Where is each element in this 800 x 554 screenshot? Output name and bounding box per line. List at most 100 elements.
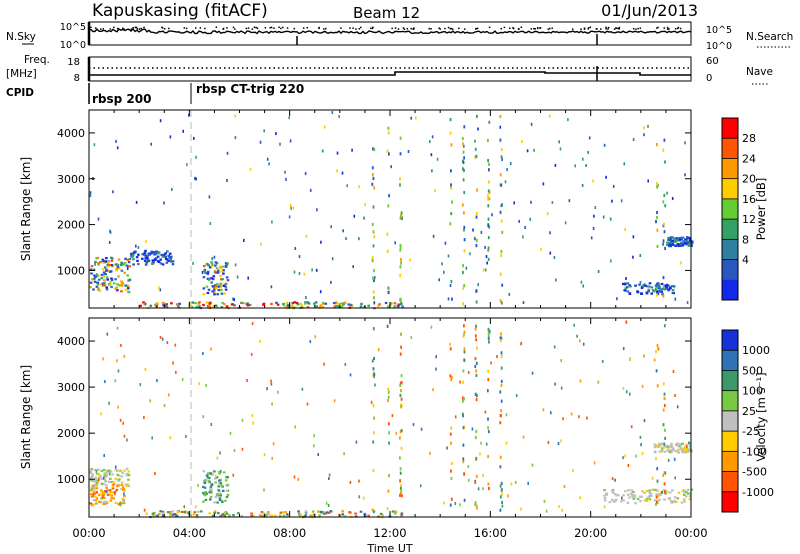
- power-bin: [115, 139, 117, 143]
- power-bin: [96, 274, 100, 277]
- power-bin: [303, 272, 306, 276]
- power-bin: [683, 242, 687, 245]
- velocity-bin: [349, 480, 352, 484]
- power-bin: [103, 275, 106, 278]
- nsearch-dot: [571, 28, 574, 30]
- velocity-bin: [631, 494, 634, 497]
- power-bin: [167, 254, 170, 257]
- nsearch-dot: [632, 27, 635, 30]
- velocity-bin: [474, 327, 477, 331]
- velocity-bin: [125, 484, 129, 487]
- power-bin: [399, 136, 402, 140]
- power-bin: [306, 301, 310, 304]
- velocity-bin: [496, 355, 498, 358]
- velocity-bin: [487, 455, 489, 459]
- velocity-bin: [218, 493, 221, 496]
- velocity-bin: [462, 457, 465, 461]
- velocity-bin: [387, 390, 390, 394]
- power-bin: [201, 270, 204, 274]
- power-bin: [345, 237, 347, 241]
- power-bin: [225, 305, 229, 308]
- power-bin: [189, 301, 192, 304]
- power-bin: [218, 265, 222, 268]
- power-bin: [518, 219, 520, 223]
- velocity-bin: [216, 456, 219, 460]
- power-bin: [499, 173, 502, 177]
- nsearch-dot: [280, 27, 282, 30]
- power-bin: [137, 262, 140, 266]
- power-bin: [332, 302, 336, 305]
- velocity-bin: [218, 472, 221, 475]
- power-bin: [105, 257, 108, 260]
- velocity-bin: [399, 456, 401, 460]
- velocity-bin: [487, 331, 490, 336]
- power-bin: [664, 246, 666, 251]
- velocity-bin: [123, 495, 126, 498]
- velocity-bin: [484, 410, 487, 414]
- power-bin: [636, 291, 640, 294]
- power-bin: [270, 302, 273, 305]
- power-bin: [222, 284, 226, 287]
- power-bin: [161, 255, 165, 258]
- power-bin: [522, 301, 525, 304]
- velocity-bin: [114, 465, 117, 469]
- power-bin: [171, 260, 175, 263]
- power-bin: [407, 150, 410, 153]
- nsearch-dot: [639, 27, 642, 29]
- velocity-bin: [278, 514, 282, 517]
- velocity-bin: [202, 470, 206, 473]
- velocity-bin: [683, 445, 687, 448]
- power-colorbar-tick: 16: [742, 193, 756, 206]
- velocity-bin: [499, 508, 502, 512]
- velocity-bin: [210, 473, 213, 476]
- velocity-bin: [343, 452, 345, 456]
- velocity-bin: [113, 491, 117, 494]
- velocity-bin: [251, 322, 254, 326]
- velocity-bin: [487, 426, 489, 430]
- power-bin: [626, 290, 630, 293]
- velocity-bin: [661, 490, 663, 494]
- velocity-bin: [362, 496, 365, 500]
- velocity-bin: [153, 511, 156, 515]
- power-bin: [111, 265, 115, 268]
- nsearch-dot: [605, 27, 607, 30]
- velocity-bin: [341, 513, 344, 516]
- power-bin: [145, 239, 147, 243]
- power-colorbar-tick: 4: [742, 254, 749, 267]
- power-bin: [449, 284, 452, 287]
- velocity-bin: [668, 450, 672, 454]
- power-bin: [559, 147, 562, 151]
- velocity-bin: [97, 477, 101, 480]
- power-bin: [641, 284, 645, 288]
- power-bin: [211, 263, 214, 266]
- power-colorbar-tick: 24: [742, 152, 756, 165]
- power-bin: [205, 285, 209, 288]
- power-bin: [347, 303, 351, 306]
- power-bin: [684, 141, 686, 145]
- velocity-bin: [344, 362, 347, 366]
- nsearch-dot: [349, 27, 351, 29]
- velocity-bin: [265, 514, 268, 517]
- power-bin: [202, 287, 206, 290]
- power-bin: [211, 285, 215, 288]
- velocity-bin: [221, 485, 224, 488]
- velocity-bin: [127, 478, 130, 481]
- velocity-bin: [632, 497, 636, 500]
- nsearch-dot: [503, 26, 506, 29]
- power-bin: [337, 305, 341, 308]
- power-bin: [487, 204, 490, 208]
- velocity-bin: [463, 472, 466, 476]
- power-bin: [217, 285, 221, 288]
- power-bin: [210, 277, 213, 280]
- power-bin: [152, 251, 155, 254]
- velocity-bin: [94, 495, 97, 498]
- nsearch-dot: [132, 26, 134, 29]
- velocity-bin: [120, 501, 124, 505]
- velocity-bin: [192, 513, 195, 516]
- power-bin: [112, 282, 116, 285]
- power-bin: [127, 261, 131, 264]
- velocity-bin: [670, 442, 673, 445]
- power-bin: [157, 252, 160, 255]
- power-bin: [141, 253, 144, 256]
- power-bin: [501, 230, 504, 234]
